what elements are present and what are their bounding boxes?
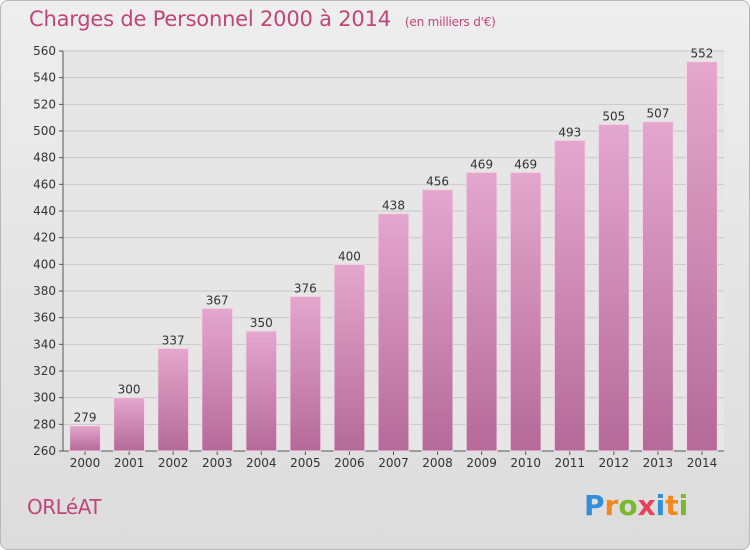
x-tick-label: 2011 xyxy=(554,456,585,470)
y-tick-label: 440 xyxy=(33,204,56,218)
commune-name: ORLéAT xyxy=(27,495,102,519)
x-tick-label: 2013 xyxy=(643,456,674,470)
bar-2011 xyxy=(553,139,586,452)
value-label: 350 xyxy=(250,316,273,330)
value-label: 438 xyxy=(382,199,405,213)
y-tick-label: 460 xyxy=(33,177,56,191)
value-label: 507 xyxy=(646,107,669,121)
y-tick-label: 480 xyxy=(33,151,56,165)
value-label: 469 xyxy=(514,157,537,171)
bars xyxy=(69,61,718,452)
x-tick-label: 2000 xyxy=(70,456,101,470)
x-tick-label: 2008 xyxy=(422,456,453,470)
x-tick-label: 2014 xyxy=(687,456,718,470)
logo-letter: x xyxy=(637,489,656,522)
value-label: 300 xyxy=(118,383,141,397)
bar-2004 xyxy=(245,330,278,452)
logo-letter: t xyxy=(665,489,679,522)
y-tick-label: 360 xyxy=(33,311,56,325)
y-tick-label: 500 xyxy=(33,124,56,138)
x-tick-label: 2003 xyxy=(202,456,233,470)
value-label: 505 xyxy=(602,109,625,123)
value-label: 456 xyxy=(426,175,449,189)
bar-2001 xyxy=(113,397,146,452)
y-tick-label: 420 xyxy=(33,231,56,245)
x-tick-label: 2009 xyxy=(466,456,497,470)
x-tick-label: 2010 xyxy=(510,456,541,470)
x-tick-label: 2001 xyxy=(114,456,145,470)
value-label: 279 xyxy=(74,411,97,425)
bar-2014 xyxy=(686,61,718,452)
value-label: 337 xyxy=(162,333,185,347)
value-label: 469 xyxy=(470,157,493,171)
value-label: 400 xyxy=(338,249,361,263)
y-tick-label: 560 xyxy=(33,44,56,58)
x-tick-label: 2004 xyxy=(246,456,277,470)
x-tick-label: 2012 xyxy=(599,456,630,470)
value-label: 493 xyxy=(558,125,581,139)
y-tick-label: 320 xyxy=(33,364,56,378)
value-label: 552 xyxy=(691,47,714,61)
x-tick-label: 2007 xyxy=(378,456,409,470)
chart-title-text: Charges de Personnel 2000 à 2014 xyxy=(29,7,391,31)
y-tick-label: 380 xyxy=(33,284,56,298)
logo-letter: o xyxy=(618,489,638,522)
bar-2009 xyxy=(465,171,498,452)
x-tick-label: 2005 xyxy=(290,456,321,470)
labels: 260 280 300 320 340 360 380 400 420 440 460 480 500 5… xyxy=(33,44,717,470)
y-tick-label: 300 xyxy=(33,391,56,405)
bar-2003 xyxy=(201,307,234,452)
value-label: 376 xyxy=(294,281,317,295)
chart-title: Charges de Personnel 2000 à 2014 (en mill… xyxy=(29,7,496,31)
proxiti-logo[interactable]: Proxiti xyxy=(584,489,688,522)
y-tick-label: 280 xyxy=(33,417,56,431)
logo-letter: i xyxy=(655,489,666,522)
logo-letter: r xyxy=(604,489,619,522)
logo-letter: i xyxy=(678,489,689,522)
bar-2010 xyxy=(509,171,542,452)
chart-unit: (en milliers d'€) xyxy=(404,15,496,29)
y-tick-label: 540 xyxy=(33,71,56,85)
bar-2005 xyxy=(289,295,322,452)
y-tick-label: 520 xyxy=(33,97,56,111)
y-tick-label: 340 xyxy=(33,337,56,351)
bar-2012 xyxy=(597,123,630,452)
bar-2000 xyxy=(69,425,101,452)
x-tick-label: 2006 xyxy=(334,456,365,470)
value-label: 367 xyxy=(206,293,229,307)
bar-2006 xyxy=(333,263,366,452)
y-tick-label: 260 xyxy=(33,444,56,458)
y-tick-label: 400 xyxy=(33,257,56,271)
logo-letter: P xyxy=(584,489,605,522)
bar-2007 xyxy=(377,213,410,452)
x-tick-label: 2002 xyxy=(158,456,189,470)
bar-2002 xyxy=(157,347,190,452)
bar-2008 xyxy=(421,189,454,452)
bar-2013 xyxy=(641,121,674,452)
